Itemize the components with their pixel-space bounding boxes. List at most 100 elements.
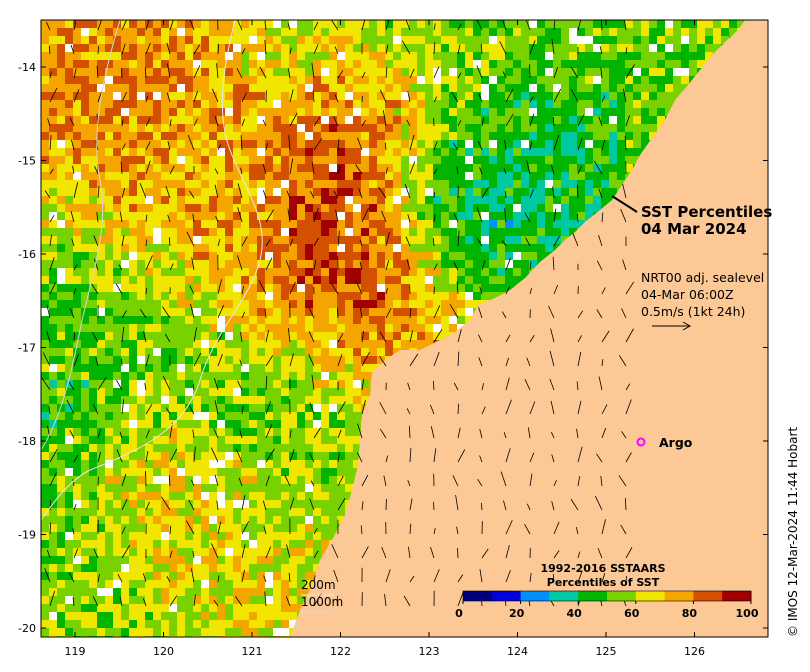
sst-cell: [121, 300, 129, 308]
sst-cell: [313, 444, 321, 452]
sst-cell: [185, 156, 193, 164]
sst-cell: [305, 228, 313, 236]
sst-cell: [217, 396, 225, 404]
sst-cell: [249, 92, 257, 100]
sst-cell: [57, 52, 65, 60]
sst-cell: [441, 300, 449, 308]
sst-cell: [473, 116, 481, 124]
sst-cell: [161, 348, 169, 356]
sst-cell: [73, 228, 81, 236]
sst-cell: [481, 164, 489, 172]
sst-cell: [313, 204, 321, 212]
sst-cell: [353, 28, 361, 36]
sst-cell: [193, 276, 201, 284]
sst-cell: [169, 364, 177, 372]
sst-cell: [345, 196, 353, 204]
sst-cell: [81, 212, 89, 220]
sst-cell: [425, 108, 433, 116]
sst-cell: [201, 444, 209, 452]
sst-cell: [633, 116, 641, 124]
sst-cell: [65, 420, 73, 428]
sst-cell: [105, 420, 113, 428]
sst-cell: [457, 172, 465, 180]
sst-cell: [89, 396, 97, 404]
sst-cell: [337, 172, 345, 180]
sst-cell: [473, 52, 481, 60]
sst-cell: [225, 436, 233, 444]
sst-cell: [601, 28, 609, 36]
sst-cell: [633, 60, 641, 68]
sst-cell: [497, 260, 505, 268]
sst-cell: [57, 452, 65, 460]
sst-cell: [121, 116, 129, 124]
sst-cell: [345, 348, 353, 356]
sst-cell: [169, 348, 177, 356]
sst-cell: [241, 196, 249, 204]
sst-cell: [57, 92, 65, 100]
sst-cell: [401, 60, 409, 68]
sst-cell: [313, 76, 321, 84]
sst-cell: [65, 156, 73, 164]
sst-cell: [433, 60, 441, 68]
sst-cell: [81, 132, 89, 140]
sst-cell: [337, 76, 345, 84]
sst-cell: [49, 308, 57, 316]
sst-cell: [441, 148, 449, 156]
sst-cell: [473, 220, 481, 228]
sst-cell: [81, 124, 89, 132]
sst-cell: [225, 228, 233, 236]
sst-cell: [457, 180, 465, 188]
sst-cell: [369, 284, 377, 292]
sst-cell: [81, 420, 89, 428]
sst-cell: [49, 380, 57, 388]
sst-cell: [353, 172, 361, 180]
sst-cell: [689, 28, 697, 36]
sst-cell: [409, 76, 417, 84]
sst-cell: [425, 276, 433, 284]
sst-cell: [361, 340, 369, 348]
sst-cell: [537, 164, 545, 172]
sst-cell: [201, 172, 209, 180]
sst-cell: [81, 412, 89, 420]
sst-cell: [209, 140, 217, 148]
sst-cell: [433, 276, 441, 284]
sst-cell: [609, 76, 617, 84]
sst-cell: [297, 180, 305, 188]
sst-cell: [393, 284, 401, 292]
sst-cell: [169, 84, 177, 92]
sst-cell: [41, 28, 49, 36]
sst-cell: [225, 348, 233, 356]
sst-cell: [297, 228, 305, 236]
sst-cell: [281, 452, 289, 460]
sst-cell: [553, 100, 561, 108]
sst-cell: [233, 308, 241, 316]
sst-cell: [161, 100, 169, 108]
sst-cell: [41, 364, 49, 372]
sst-cell: [105, 108, 113, 116]
sst-cell: [505, 124, 513, 132]
sst-cell: [401, 92, 409, 100]
sst-cell: [233, 412, 241, 420]
sst-cell: [177, 268, 185, 276]
sst-cell: [265, 228, 273, 236]
sst-cell: [193, 396, 201, 404]
sst-cell: [345, 20, 353, 28]
sst-cell: [305, 196, 313, 204]
sst-cell: [529, 76, 537, 84]
sst-cell: [305, 316, 313, 324]
sst-cell: [513, 44, 521, 52]
sst-cell: [489, 212, 497, 220]
sst-cell: [553, 44, 561, 52]
sst-cell: [201, 340, 209, 348]
sst-cell: [273, 124, 281, 132]
sst-cell: [281, 116, 289, 124]
sst-cell: [521, 172, 529, 180]
sst-cell: [233, 180, 241, 188]
sst-cell: [305, 412, 313, 420]
sst-cell: [441, 308, 449, 316]
sst-cell: [345, 156, 353, 164]
sst-cell: [521, 28, 529, 36]
sst-cell: [513, 172, 521, 180]
sst-cell: [249, 308, 257, 316]
sst-cell: [89, 188, 97, 196]
